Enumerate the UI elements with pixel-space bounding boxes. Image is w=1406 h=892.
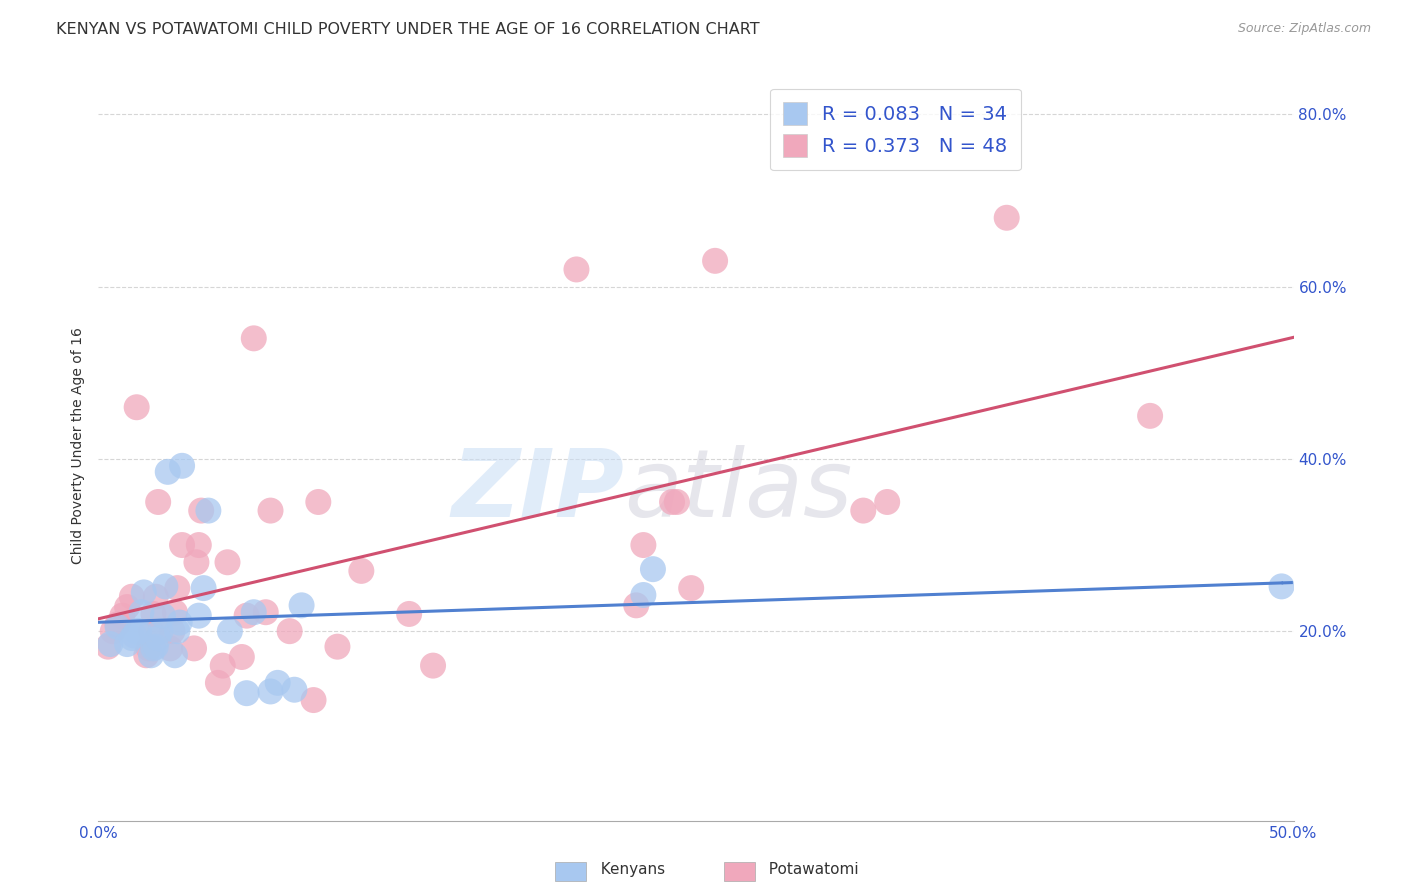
Point: [704, 253, 727, 268]
Point: [665, 495, 688, 509]
Point: [156, 465, 179, 479]
Point: [681, 581, 703, 595]
Point: [172, 538, 194, 552]
Point: [633, 538, 655, 552]
Point: [259, 684, 281, 698]
Point: [131, 605, 153, 619]
Point: [211, 658, 233, 673]
Point: [132, 585, 155, 599]
Point: [633, 588, 655, 602]
Point: [307, 495, 329, 509]
Point: [155, 579, 177, 593]
Legend: R = 0.083   N = 34, R = 0.373   N = 48: R = 0.083 N = 34, R = 0.373 N = 48: [769, 88, 1021, 170]
Point: [259, 503, 281, 517]
Point: [1271, 579, 1294, 593]
Point: [124, 628, 146, 642]
Point: [1139, 409, 1161, 423]
Text: Kenyans: Kenyans: [591, 863, 665, 877]
Point: [283, 682, 305, 697]
Point: [115, 637, 138, 651]
Point: [121, 590, 143, 604]
Point: [111, 608, 134, 623]
Point: [101, 624, 124, 639]
Point: [125, 401, 148, 415]
Point: [128, 624, 150, 639]
Point: [254, 605, 277, 619]
Point: [166, 581, 188, 595]
Point: [163, 648, 186, 663]
Point: [398, 607, 420, 621]
Point: [163, 605, 186, 619]
Point: [145, 590, 167, 604]
Point: [142, 607, 165, 621]
Point: [193, 581, 215, 595]
Point: [187, 538, 209, 552]
Point: [197, 503, 219, 517]
Point: [107, 617, 129, 632]
Point: [190, 503, 212, 517]
Point: [231, 650, 253, 665]
Point: [187, 608, 209, 623]
Point: [186, 555, 208, 569]
Point: [148, 631, 170, 645]
Point: [852, 503, 875, 517]
Point: [145, 640, 167, 654]
Point: [139, 648, 162, 663]
Point: [125, 624, 148, 639]
Point: [235, 686, 257, 700]
Point: [235, 608, 257, 623]
Point: [326, 640, 349, 654]
Point: [162, 624, 184, 639]
Point: [98, 637, 122, 651]
Point: [138, 641, 160, 656]
Point: [626, 599, 648, 613]
Point: [243, 331, 266, 345]
Point: [302, 693, 325, 707]
Point: [219, 624, 242, 639]
Point: [107, 620, 129, 634]
Point: [876, 495, 898, 509]
Point: [207, 676, 229, 690]
Point: [97, 640, 120, 654]
Text: KENYAN VS POTAWATOMI CHILD POVERTY UNDER THE AGE OF 16 CORRELATION CHART: KENYAN VS POTAWATOMI CHILD POVERTY UNDER…: [56, 22, 759, 37]
Point: [217, 555, 239, 569]
Point: [172, 458, 194, 473]
Point: [159, 641, 181, 656]
Point: [350, 564, 373, 578]
Point: [148, 495, 170, 509]
Point: [142, 641, 165, 656]
Text: Potawatomi: Potawatomi: [759, 863, 859, 877]
Point: [243, 605, 266, 619]
Text: ZIP: ZIP: [451, 445, 624, 537]
Point: [166, 624, 188, 639]
Point: [291, 599, 314, 613]
Point: [135, 648, 157, 663]
Point: [169, 615, 191, 630]
Point: [422, 658, 444, 673]
Point: [565, 262, 588, 277]
Point: [149, 624, 172, 639]
Point: [661, 495, 683, 509]
Text: atlas: atlas: [624, 445, 852, 536]
Y-axis label: Child Poverty Under the Age of 16: Child Poverty Under the Age of 16: [70, 327, 84, 565]
Point: [152, 608, 174, 623]
Point: [995, 211, 1018, 225]
Point: [183, 641, 205, 656]
Point: [267, 676, 290, 690]
Text: Source: ZipAtlas.com: Source: ZipAtlas.com: [1237, 22, 1371, 36]
Point: [641, 562, 664, 576]
Point: [139, 624, 162, 639]
Point: [278, 624, 301, 639]
Point: [121, 631, 143, 645]
Point: [115, 600, 138, 615]
